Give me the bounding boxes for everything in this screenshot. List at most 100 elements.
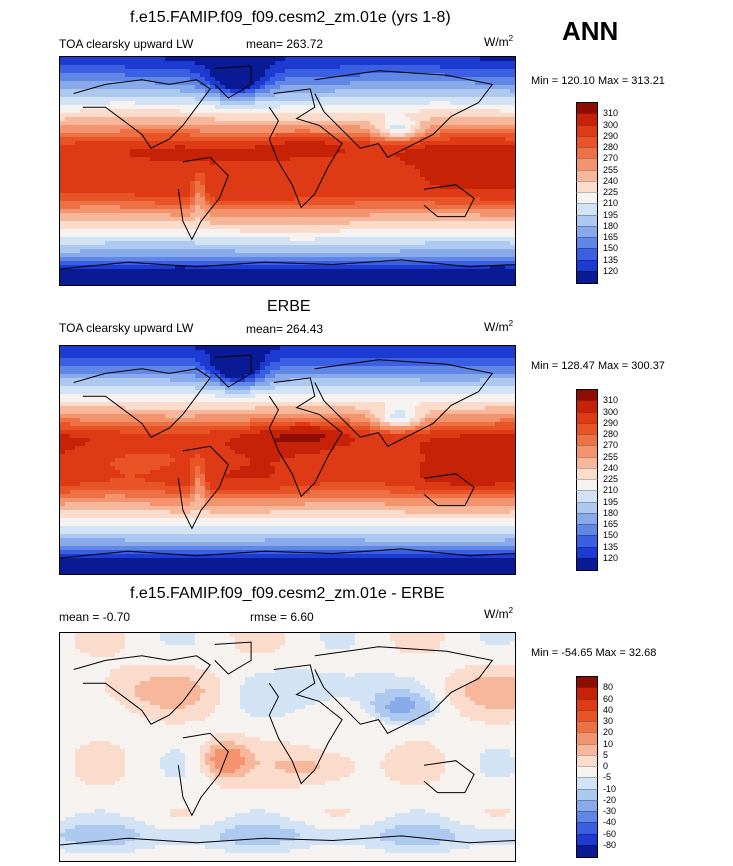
map-cell bbox=[295, 89, 301, 94]
map-cell bbox=[135, 233, 141, 238]
map-cell bbox=[170, 125, 176, 130]
map-cell bbox=[310, 249, 316, 254]
map-cell bbox=[440, 189, 446, 194]
map-cell bbox=[430, 229, 436, 234]
map-cell bbox=[220, 137, 226, 142]
map-cell bbox=[430, 81, 436, 86]
map-cell bbox=[420, 217, 426, 222]
map-cell bbox=[490, 253, 496, 258]
map-cell bbox=[500, 269, 506, 274]
map-cell bbox=[445, 105, 451, 110]
map-cell bbox=[145, 257, 151, 262]
map-cell bbox=[445, 65, 451, 70]
map-cell bbox=[455, 201, 461, 206]
map-cell bbox=[465, 233, 471, 238]
map-cell bbox=[205, 189, 211, 194]
map-cell bbox=[455, 189, 461, 194]
map-cell bbox=[325, 121, 331, 126]
map-cell bbox=[455, 133, 461, 138]
map-cell bbox=[155, 141, 161, 146]
map-cell bbox=[495, 93, 501, 98]
map-cell bbox=[415, 113, 421, 118]
map-cell bbox=[470, 125, 476, 130]
map-cell bbox=[70, 153, 76, 158]
map-cell bbox=[140, 189, 146, 194]
map-cell bbox=[135, 245, 141, 250]
map-cell bbox=[205, 153, 211, 158]
map-cell bbox=[510, 109, 515, 114]
map-cell bbox=[480, 237, 486, 242]
map-cell bbox=[115, 101, 121, 106]
map-cell bbox=[110, 233, 116, 238]
map-cell bbox=[165, 237, 171, 242]
map-cell bbox=[335, 173, 341, 178]
map-cell bbox=[480, 253, 486, 258]
map-cell bbox=[415, 189, 421, 194]
map-cell bbox=[160, 169, 166, 174]
map-cell bbox=[170, 161, 176, 166]
map-cell bbox=[385, 269, 391, 274]
map-cell bbox=[135, 265, 141, 270]
map-cell bbox=[65, 241, 71, 246]
map-cell bbox=[60, 253, 66, 258]
map-cell bbox=[70, 229, 76, 234]
map-cell bbox=[190, 197, 196, 202]
map-cell bbox=[140, 61, 146, 66]
map-cell bbox=[295, 181, 301, 186]
map-cell bbox=[255, 217, 261, 222]
map-cell bbox=[460, 149, 466, 154]
map-cell bbox=[150, 205, 156, 210]
map-cell bbox=[265, 89, 271, 94]
map-cell bbox=[290, 265, 296, 270]
map-cell bbox=[470, 257, 476, 262]
map-cell bbox=[155, 89, 161, 94]
map-cell bbox=[500, 181, 506, 186]
map-cell bbox=[160, 149, 166, 154]
map-cell bbox=[445, 149, 451, 154]
map-cell bbox=[70, 97, 76, 102]
map-cell bbox=[475, 93, 481, 98]
map-cell bbox=[160, 89, 166, 94]
map-cell bbox=[385, 117, 391, 122]
map-cell bbox=[220, 153, 226, 158]
map-cell bbox=[490, 157, 496, 162]
map-cell bbox=[85, 65, 91, 70]
map-cell bbox=[110, 89, 116, 94]
map-cell bbox=[335, 81, 341, 86]
map-cell bbox=[180, 177, 186, 182]
map-cell bbox=[250, 177, 256, 182]
map-cell bbox=[175, 77, 181, 82]
map-cell bbox=[270, 69, 276, 74]
map-cell bbox=[470, 217, 476, 222]
map-cell bbox=[115, 125, 121, 130]
map-cell bbox=[300, 133, 306, 138]
map-cell bbox=[250, 173, 256, 178]
map-cell bbox=[255, 189, 261, 194]
map-cell bbox=[60, 165, 66, 170]
map-cell bbox=[70, 189, 76, 194]
map-cell bbox=[345, 153, 351, 158]
map-cell bbox=[480, 213, 486, 218]
map-cell bbox=[485, 233, 491, 238]
map-cell bbox=[225, 257, 231, 262]
map-cell bbox=[170, 249, 176, 254]
map-cell bbox=[480, 229, 486, 234]
map-cell bbox=[110, 213, 116, 218]
map-cell bbox=[110, 101, 116, 106]
map-cell bbox=[315, 261, 321, 266]
map-cell bbox=[450, 89, 456, 94]
map-cell bbox=[210, 189, 216, 194]
map-cell bbox=[470, 137, 476, 142]
map-cell bbox=[150, 133, 156, 138]
map-cell bbox=[355, 253, 361, 258]
map-cell bbox=[190, 145, 196, 150]
map-cell bbox=[160, 265, 166, 270]
map-cell bbox=[75, 69, 81, 74]
map-cell bbox=[350, 105, 356, 110]
map-cell bbox=[145, 265, 151, 270]
map-cell bbox=[250, 237, 256, 242]
map-cell bbox=[320, 225, 326, 230]
map-cell bbox=[360, 121, 366, 126]
map-cell bbox=[375, 85, 381, 90]
map-cell bbox=[220, 197, 226, 202]
